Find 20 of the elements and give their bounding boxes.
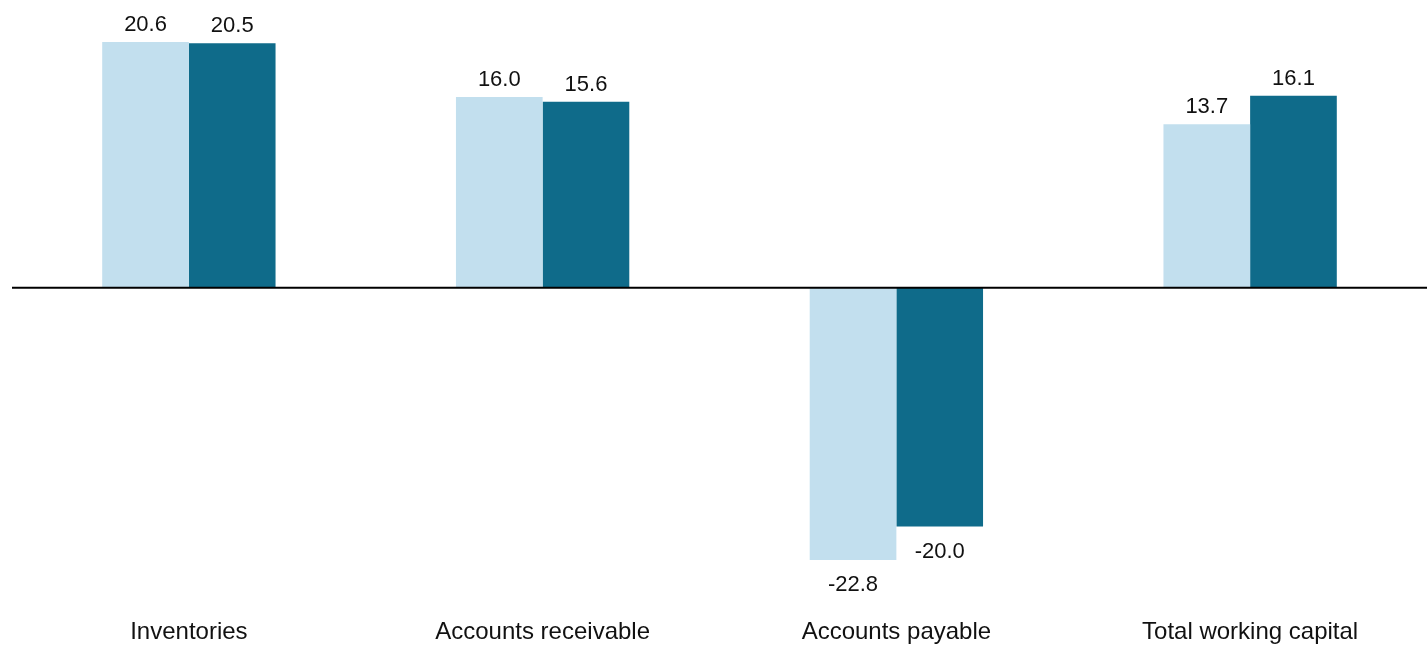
bar xyxy=(1163,124,1251,288)
data-label: 15.6 xyxy=(564,70,608,96)
bar xyxy=(1250,95,1337,288)
data-label: 20.6 xyxy=(124,11,167,37)
data-label: -22.8 xyxy=(827,571,879,597)
data-label: -20.0 xyxy=(914,537,965,563)
data-label: 16.0 xyxy=(477,65,521,91)
bar xyxy=(542,101,630,288)
bar xyxy=(455,96,543,288)
data-label: 13.7 xyxy=(1185,93,1229,119)
x-tick-label: Total working capital xyxy=(1142,617,1359,645)
x-tick-label: Inventories xyxy=(130,617,248,645)
bar xyxy=(896,287,984,527)
x-tick-label: Accounts payable xyxy=(801,617,992,645)
bar xyxy=(188,43,276,288)
bar xyxy=(809,287,897,560)
bar xyxy=(102,42,189,288)
data-label: 20.5 xyxy=(210,12,254,38)
x-tick-label: Accounts receivable xyxy=(435,617,651,645)
data-label: 16.1 xyxy=(1272,64,1315,90)
